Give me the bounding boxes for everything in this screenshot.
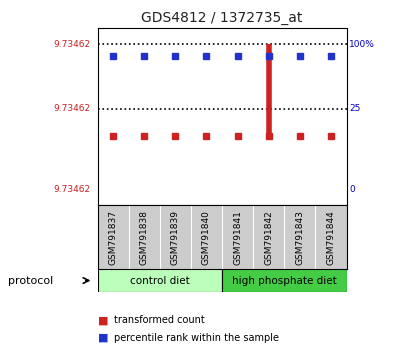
Text: control diet: control diet [130, 275, 190, 286]
Text: GDS4812 / 1372735_at: GDS4812 / 1372735_at [142, 11, 303, 25]
Bar [98, 269, 222, 292]
Text: protocol: protocol [8, 275, 54, 286]
Text: 100%: 100% [349, 40, 375, 49]
Text: 25: 25 [349, 104, 360, 113]
Text: GSM791843: GSM791843 [295, 210, 304, 265]
Text: GSM791838: GSM791838 [140, 210, 149, 265]
Text: ■: ■ [98, 315, 108, 325]
Text: 9.73462: 9.73462 [53, 185, 90, 194]
Text: GSM791840: GSM791840 [202, 210, 211, 265]
Text: GSM791837: GSM791837 [109, 210, 117, 265]
Text: GSM791842: GSM791842 [264, 210, 273, 264]
Text: high phosphate diet: high phosphate diet [232, 275, 337, 286]
Text: 0: 0 [349, 185, 355, 194]
Text: 9.73462: 9.73462 [53, 40, 90, 49]
Text: GSM791839: GSM791839 [171, 210, 180, 265]
Text: ■: ■ [98, 333, 108, 343]
Text: percentile rank within the sample: percentile rank within the sample [114, 333, 279, 343]
Text: transformed count: transformed count [114, 315, 205, 325]
Text: 9.73462: 9.73462 [53, 104, 90, 113]
Text: GSM791844: GSM791844 [327, 210, 335, 264]
Text: GSM791841: GSM791841 [233, 210, 242, 265]
Bar [222, 269, 347, 292]
